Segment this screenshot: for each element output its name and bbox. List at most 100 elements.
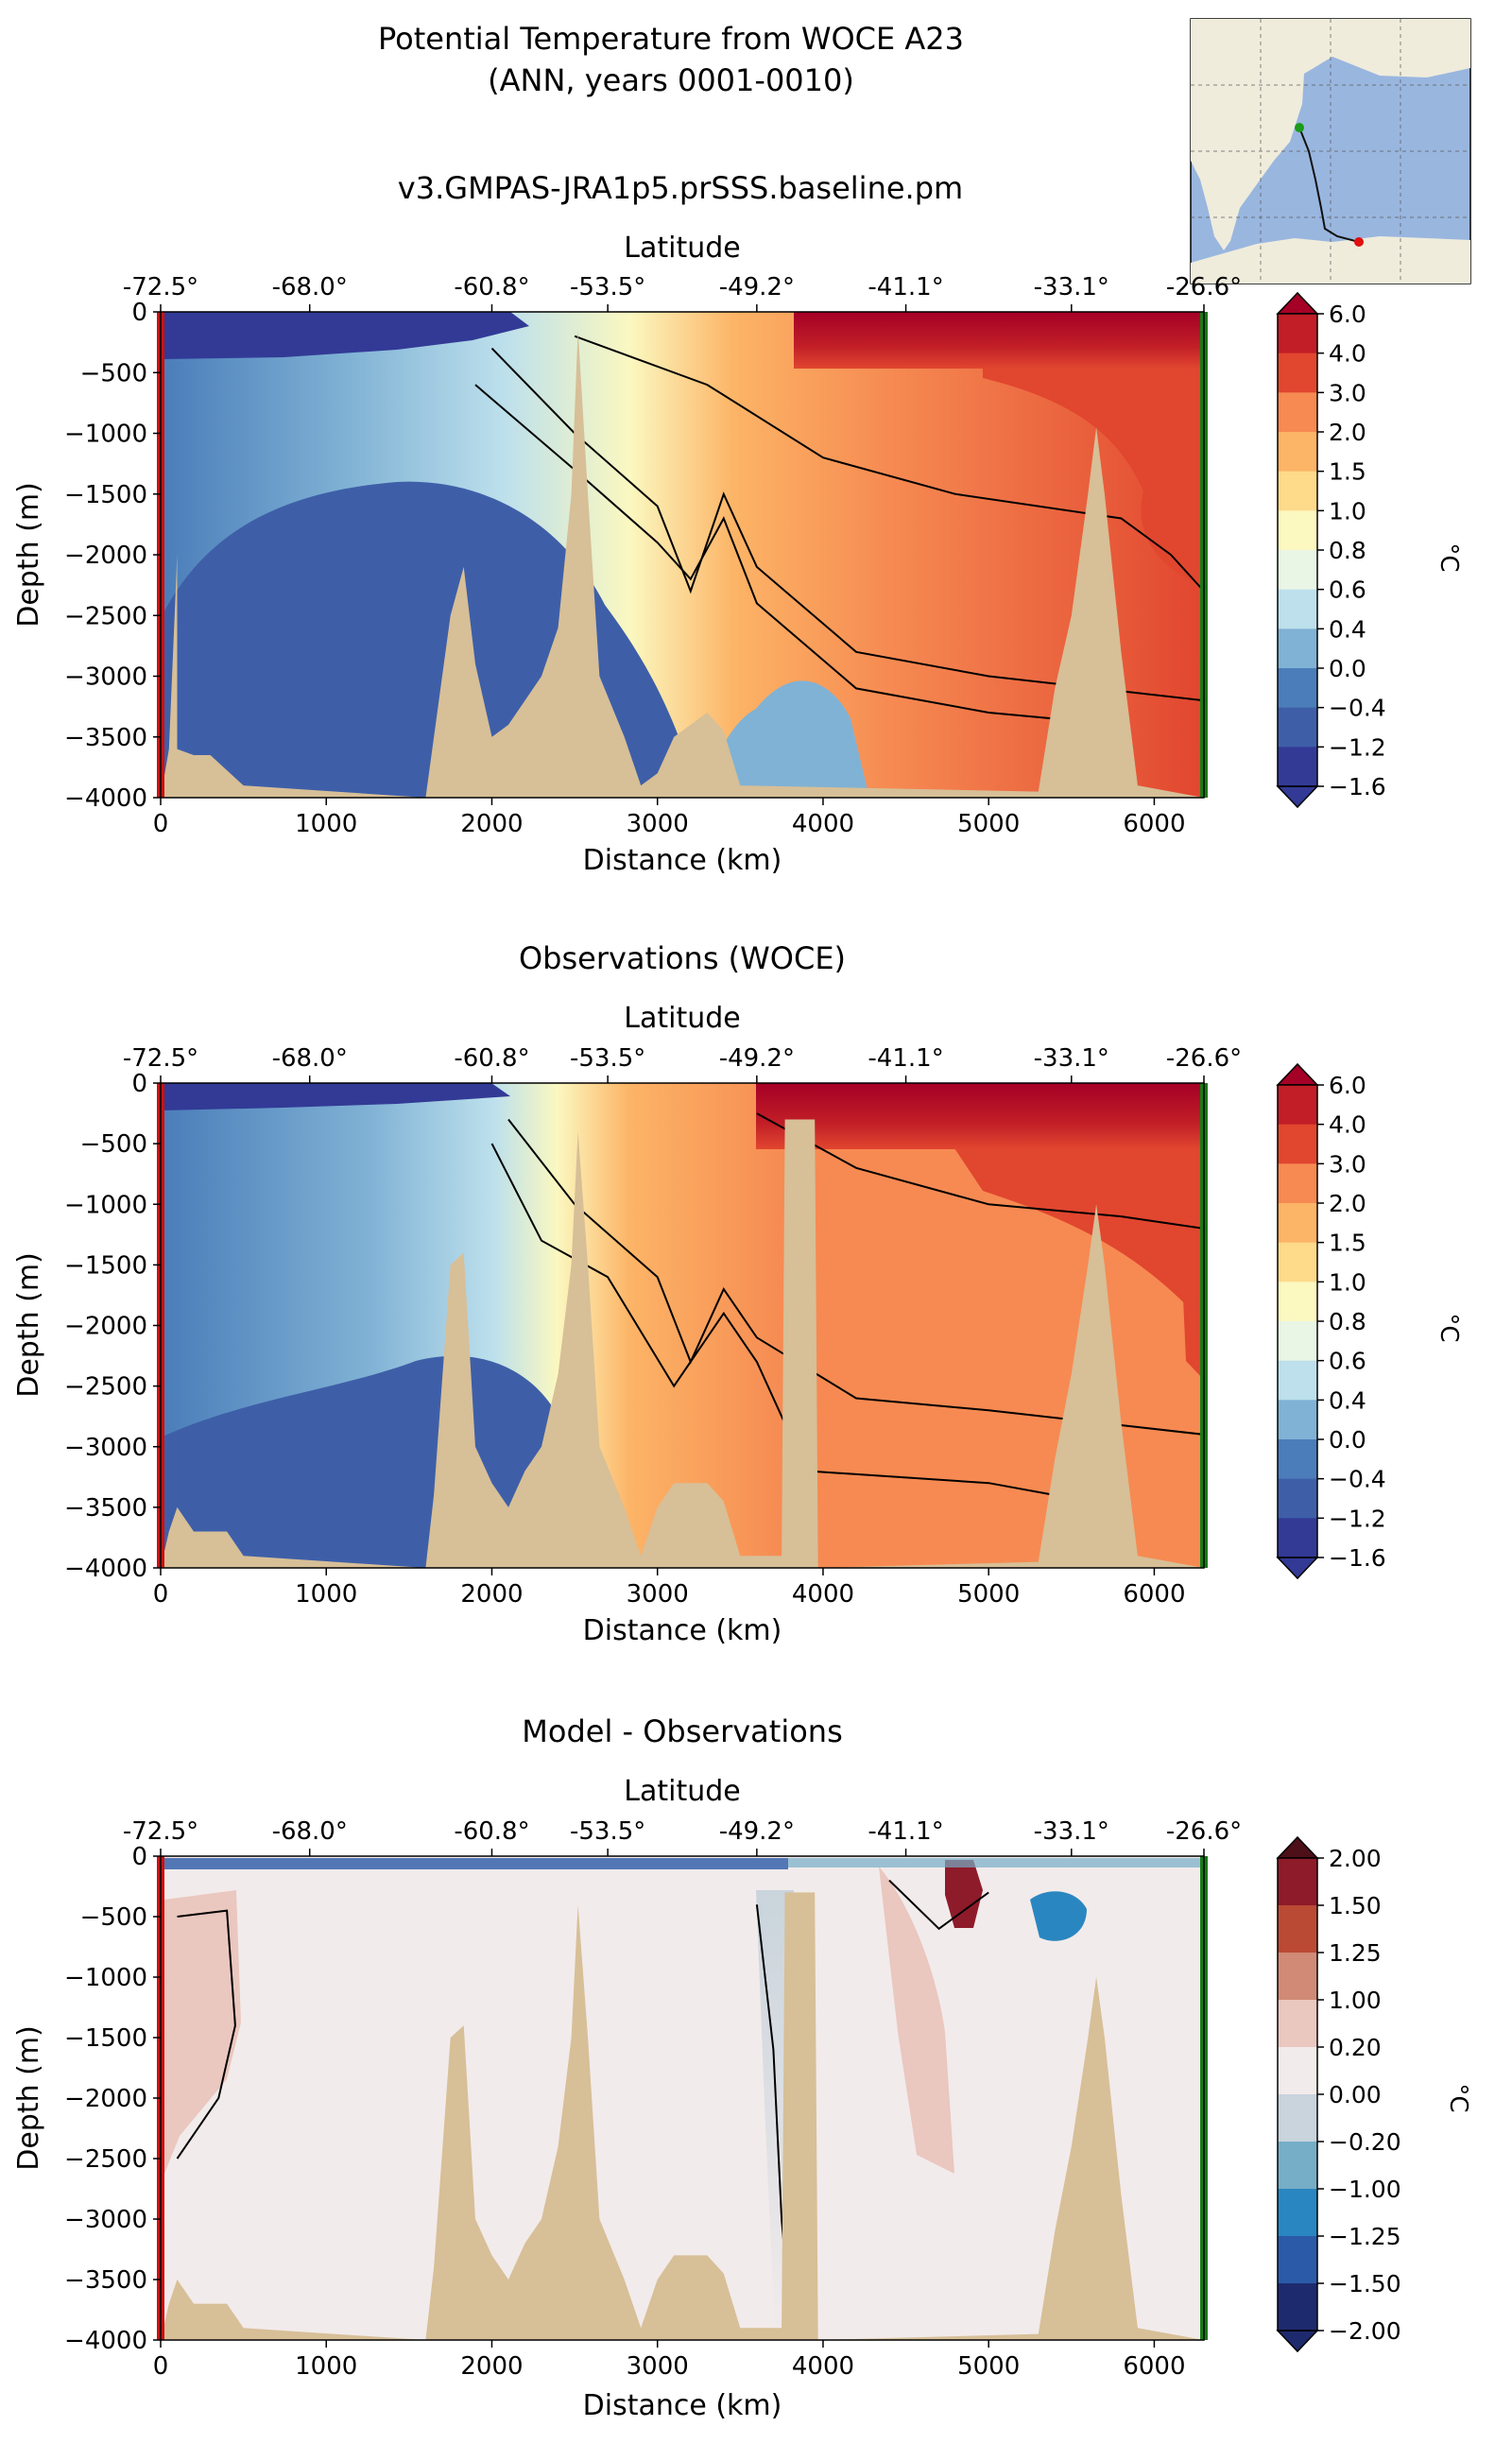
panel-diff-xtick-label: 6000	[1123, 2352, 1185, 2381]
panel-model-cbar-segment	[1278, 471, 1317, 511]
panel-model-cbar-segment	[1278, 707, 1317, 748]
panel-model-cbar-tick-label: −0.4	[1329, 695, 1386, 722]
panel-diff-axes: 0 1000 2000 3000 4000 5000 6000 0 −500 −1000 −1500…	[64, 1817, 1242, 2381]
panel-obs-cbar-segment	[1278, 1478, 1317, 1519]
panel-obs-contour-2	[756, 1112, 1205, 1230]
panel-obs-cbar-tick-label: 6.0	[1329, 1072, 1366, 1099]
panel-diff-cbar-tick-label: 1.00	[1329, 1987, 1382, 2014]
model-surface-cold-layer	[163, 312, 529, 359]
panel-obs-toptick-label: -41.1°	[868, 1044, 943, 1073]
panel-model-cbar-tick-label: 4.0	[1329, 340, 1366, 368]
panel-model-field	[161, 312, 1204, 798]
inset-track-start	[1295, 123, 1304, 132]
panel-obs-cbar-tick-label: 2.0	[1329, 1190, 1366, 1217]
panel-model-cbar-segment	[1278, 392, 1317, 433]
panel-diff-contour-0	[176, 1909, 236, 2160]
panel-model-toptick-label: -60.8°	[454, 273, 529, 301]
panel-model-axes: 0 1000 2000 3000 4000 5000 6000 0 −500 −1000 −1500…	[64, 273, 1242, 838]
panel-obs-cbar-segment	[1278, 1321, 1317, 1362]
panel-diff-xtick-label: 5000	[957, 2352, 1020, 2381]
panel-obs-cbar-segment	[1278, 1242, 1317, 1282]
model-warm-upper-right	[983, 312, 1204, 586]
panel-model-xlabel: Distance (km)	[583, 844, 782, 877]
panel-diff-toptick-label: -33.1°	[1034, 1817, 1109, 1846]
figure-title-line1: Potential Temperature from WOCE A23	[378, 21, 964, 57]
panel-diff-xtick-label: 3000	[627, 2352, 689, 2381]
panel-model-contour-0	[474, 384, 1056, 720]
panel-obs-ytick-label: −1000	[64, 1191, 147, 1219]
panel-model-cbar-extend-max	[1276, 291, 1319, 315]
panel-diff-ytick-label: −3000	[64, 2206, 147, 2234]
panel-obs-cbar-extend-max	[1276, 1062, 1319, 1086]
panel-model-cbar-tick-label: 3.0	[1329, 379, 1366, 406]
panel-model-xtick-label: 0	[153, 810, 169, 838]
panel-model-ytick-label: −3500	[64, 724, 147, 752]
panel-diff-field	[161, 1856, 1204, 2340]
panel-diff-ylabel: Depth (m)	[12, 2025, 45, 2171]
panel-diff-bathymetry	[161, 1892, 1204, 2340]
panel-diff-cbar-tick-label: 2.00	[1329, 1845, 1382, 1872]
panel-obs-contour-0	[490, 1143, 1056, 1496]
panel-obs-ytick-label: −1500	[64, 1251, 147, 1280]
panel-diff-xtick-label: 0	[153, 2352, 169, 2381]
panel-model-cbar-tick-label: 1.0	[1329, 497, 1366, 525]
panel-diff-cbar-segment	[1278, 2189, 1317, 2237]
panel-diff-toptick-label: -68.0°	[272, 1817, 348, 1846]
panel-obs-xtick-label: 3000	[627, 1580, 689, 1609]
panel-diff-contour-1	[888, 1879, 989, 1931]
inset-section-track	[1298, 127, 1360, 243]
obs-surface-cold-layer	[163, 1083, 510, 1110]
panel-obs-xtick-label: 4000	[792, 1580, 854, 1609]
panel-obs-toptick-label: -68.0°	[272, 1044, 348, 1073]
panel-model-toptick-label: -41.1°	[868, 273, 943, 301]
panel-obs-ytick-label: −4000	[64, 1555, 147, 1583]
diff-surface-cold-band	[164, 1858, 788, 1869]
panel-diff-cbar-tick-label: −1.00	[1329, 2176, 1401, 2203]
panel-model-contours	[474, 335, 1205, 720]
panel-model-toptick-label: -26.6°	[1166, 273, 1242, 301]
panel-model-cbar-segment	[1278, 550, 1317, 591]
panel-obs-cbar-extend-min	[1276, 1557, 1319, 1580]
panel-obs-ytick-label: −500	[80, 1130, 147, 1159]
panel-obs-cbar-tick-label: 0.0	[1329, 1426, 1366, 1454]
panel-diff-ytick-label: −500	[80, 1903, 147, 1932]
panel-obs-axes: 0 1000 2000 3000 4000 5000 6000 0 −500 −1000 −1500…	[64, 1044, 1242, 1609]
panel-diff-xtick-label: 2000	[460, 2352, 523, 2381]
panel-diff-cbar-segment	[1278, 1905, 1317, 1953]
panel-obs-bathymetry	[161, 1119, 1204, 1568]
panel-model-ytick-label: −1000	[64, 421, 147, 449]
panel-model-cbar-segment	[1278, 747, 1317, 787]
panel-obs-cbar-label: °C	[1435, 1313, 1463, 1342]
figure-title-line2: (ANN, years 0001-0010)	[488, 62, 854, 98]
panel-obs-cbar-tick-label: 0.4	[1329, 1386, 1366, 1414]
panel-model-xtick-label: 6000	[1123, 810, 1185, 838]
panel-diff-toptick-label: -26.6°	[1166, 1817, 1242, 1846]
diff-surface-mixed-band	[788, 1858, 1200, 1867]
panel-model-cbar-segment	[1278, 589, 1317, 629]
panel-obs-toptick-label: -53.5°	[570, 1044, 645, 1073]
panel-diff-cbar-extend-max	[1276, 1835, 1319, 1859]
panel-diff-toptick-label: -60.8°	[454, 1817, 529, 1846]
panel-diff-ytick-label: 0	[131, 1843, 147, 1871]
panel-obs-title: Observations (WOCE)	[519, 940, 846, 976]
panel-diff-toptick-label: -49.2°	[719, 1817, 795, 1846]
panel-diff-ytick-label: −2500	[64, 2145, 147, 2174]
panel-model-cbar-tick-label: 0.6	[1329, 577, 1366, 604]
panel-obs-xtick-label: 2000	[460, 1580, 523, 1609]
panel-model-cbar-tick-label: 0.0	[1329, 655, 1366, 682]
panel-diff-cbar-tick-label: −1.50	[1329, 2270, 1401, 2298]
panel-diff-cbar-tick-label: −2.00	[1329, 2317, 1401, 2345]
panel-diff-xlabel: Distance (km)	[583, 2389, 782, 2422]
panel-diff-cbar-tick-label: −1.25	[1329, 2223, 1401, 2250]
panel-model-cbar-label: °C	[1435, 542, 1463, 572]
panel-obs-cbar-tick-label: −1.2	[1329, 1505, 1386, 1532]
inset-gridlines	[1191, 19, 1470, 284]
panel-obs-ytick-label: −2500	[64, 1373, 147, 1402]
panel-model-top-label: Latitude	[624, 232, 740, 265]
inset-map	[1190, 18, 1471, 284]
model-deep-cool-band	[699, 680, 869, 798]
panel-diff-top-label: Latitude	[624, 1775, 740, 1808]
panel-model-cbar-tick-label: −1.6	[1329, 773, 1386, 800]
panel-model-cbar-tick-label: 1.5	[1329, 458, 1366, 486]
panel-obs-cbar-segment	[1278, 1518, 1317, 1558]
